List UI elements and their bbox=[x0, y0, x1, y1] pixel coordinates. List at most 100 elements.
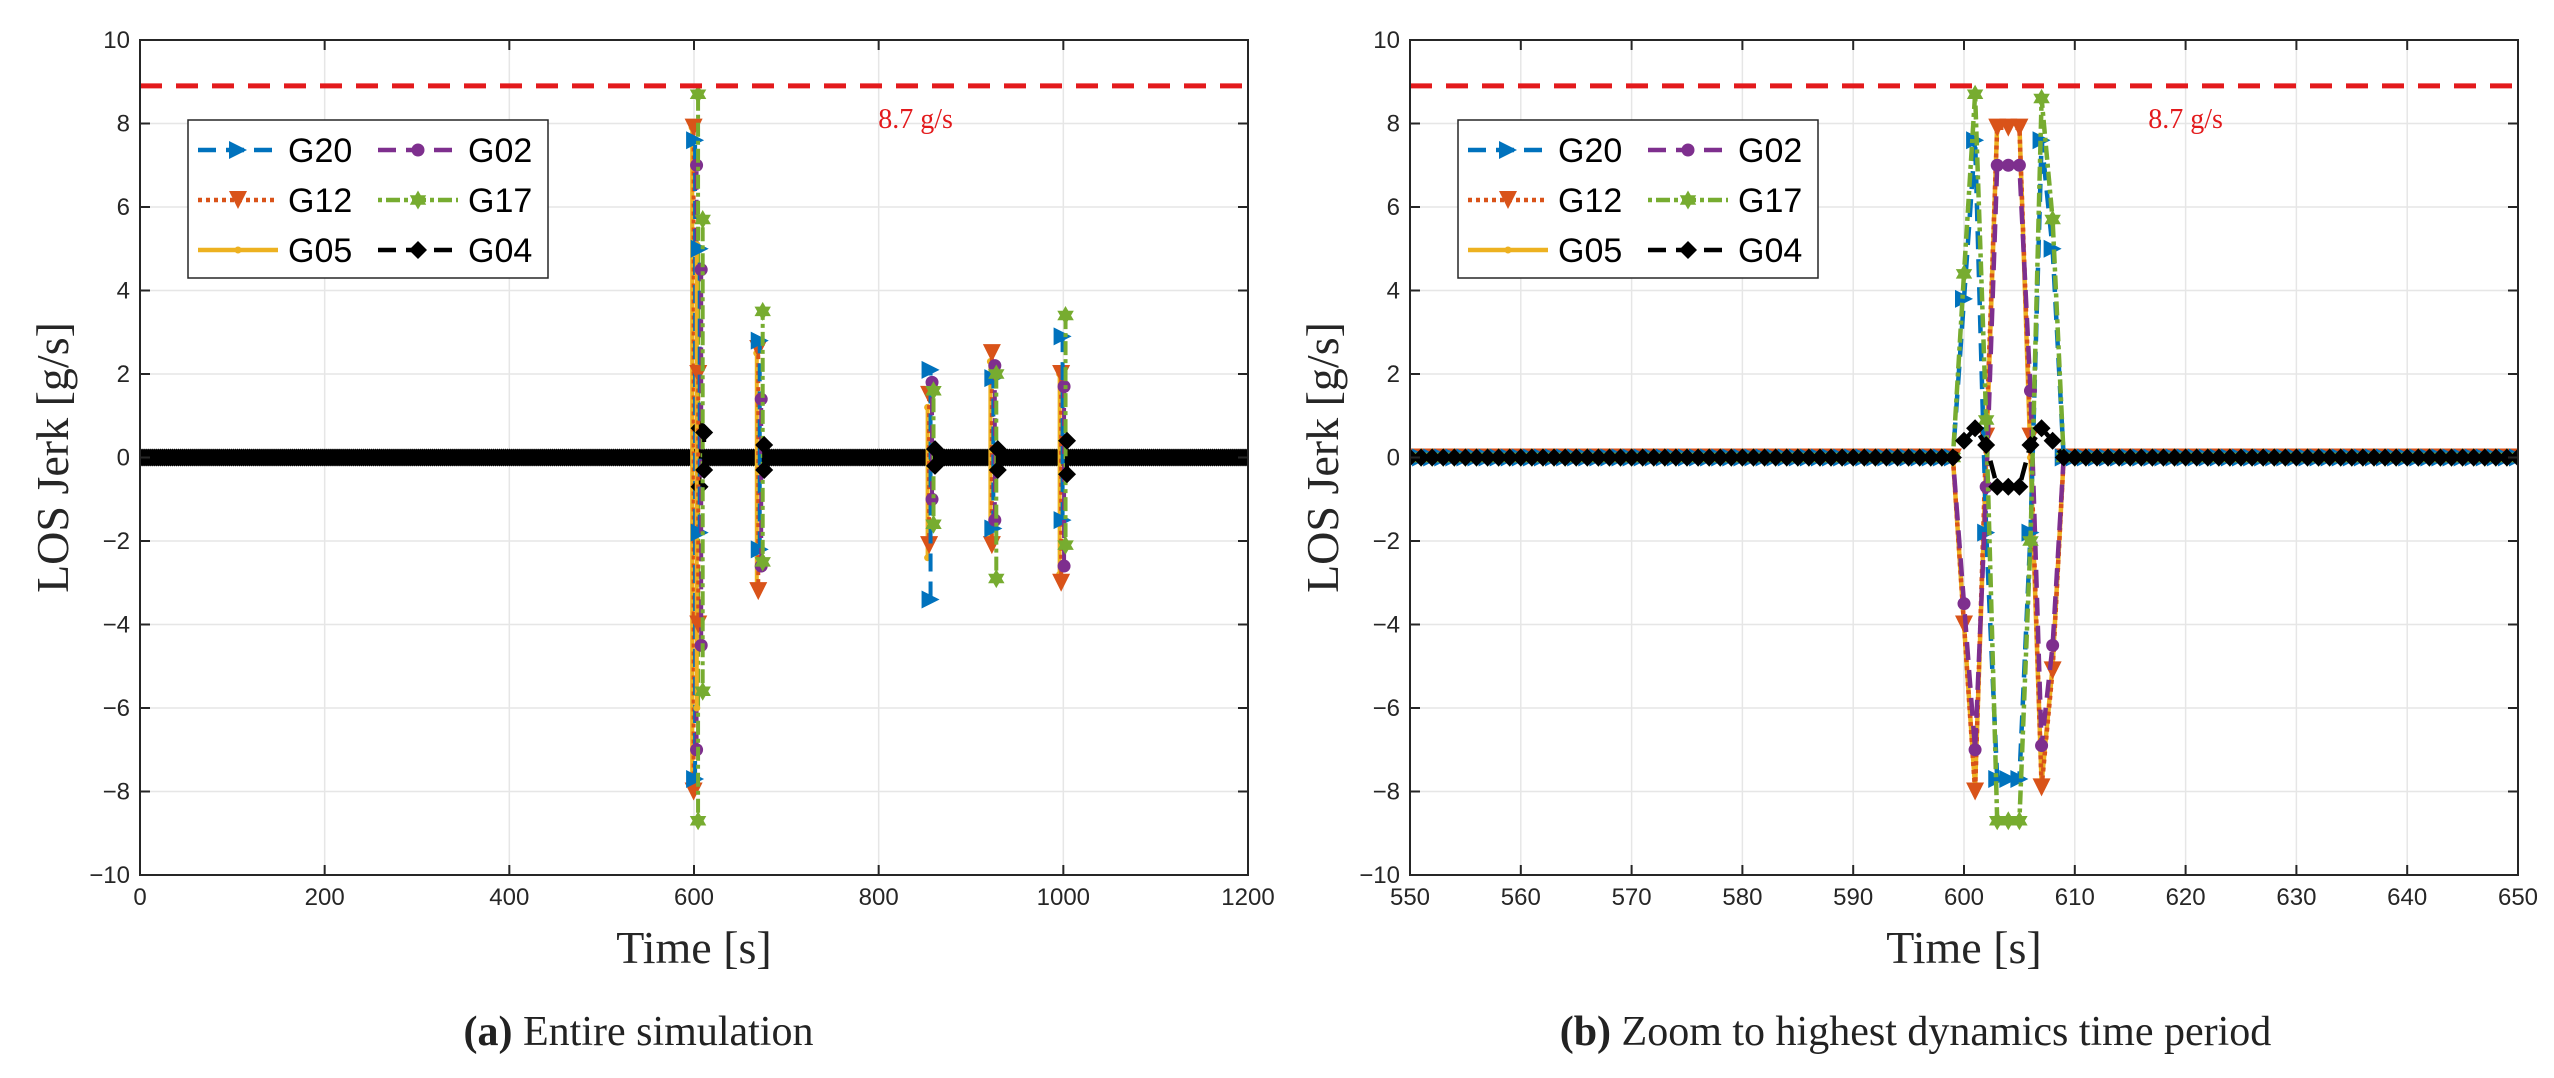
spike-2 bbox=[749, 301, 774, 601]
y-axis-label-a: LOS Jerk [g/s] bbox=[27, 322, 78, 593]
series-G04-point bbox=[1423, 448, 1442, 467]
y-tick-label: 4 bbox=[117, 278, 130, 305]
spike-4-G20-min bbox=[984, 519, 1003, 538]
series-G04-point bbox=[2176, 448, 2195, 467]
spike-3-G17-max bbox=[925, 381, 942, 401]
series-G04-point bbox=[1766, 448, 1785, 467]
x-tick-label: 610 bbox=[2055, 884, 2095, 911]
legend-marker-G05 bbox=[1504, 246, 1512, 254]
series-G20-point bbox=[2032, 131, 2051, 150]
series-G04-point bbox=[2309, 448, 2328, 467]
x-tick-label: 1200 bbox=[1221, 884, 1274, 911]
x-tick-label: 550 bbox=[1390, 884, 1430, 911]
x-tick-label: 800 bbox=[859, 884, 899, 911]
series-G04-point bbox=[2387, 448, 2406, 467]
series-G20-point bbox=[2010, 769, 2029, 788]
y-tick-label: −6 bbox=[103, 695, 130, 722]
legend-label-G17: G17 bbox=[468, 182, 532, 220]
legend-label-G02: G02 bbox=[1738, 132, 1802, 170]
series-G04-point bbox=[1456, 448, 1475, 467]
series-G04-point bbox=[2342, 448, 2361, 467]
spike-3-G12-min bbox=[920, 536, 939, 555]
x-tick-label: 400 bbox=[489, 884, 529, 911]
series-G04-point bbox=[1622, 448, 1641, 467]
series-G04-point bbox=[1733, 448, 1752, 467]
spike-5-G02-min bbox=[1057, 559, 1071, 573]
y-tick-label: 0 bbox=[1387, 445, 1400, 472]
series-G04-point bbox=[1966, 419, 1985, 438]
spike-1-G05-min bbox=[693, 704, 701, 712]
legend-label-G05: G05 bbox=[288, 232, 352, 270]
y-tick-label: 10 bbox=[1373, 27, 1400, 54]
legend-marker-G02 bbox=[411, 143, 425, 157]
series-G02-point bbox=[1990, 158, 2004, 172]
x-tick-label: 590 bbox=[1833, 884, 1873, 911]
series-G04-point bbox=[1943, 448, 1962, 467]
x-tick-label: 580 bbox=[1722, 884, 1762, 911]
spike-0-G17-max bbox=[689, 84, 707, 104]
series-G04-point bbox=[1700, 448, 1719, 467]
x-axis-label-a: Time [s] bbox=[616, 922, 772, 973]
series-G04-point bbox=[1556, 448, 1575, 467]
spike-4-G17-min bbox=[988, 569, 1005, 589]
series-G04-point bbox=[1988, 477, 2007, 496]
series-G04-point bbox=[2110, 448, 2129, 467]
legend-a: G20 G02 G12 G17 G05 G04 bbox=[187, 119, 549, 279]
spike-2-G17-min bbox=[754, 552, 771, 572]
series-G04-point bbox=[1810, 448, 1829, 467]
legend-entry-G17: G17 bbox=[1648, 182, 1802, 220]
spike-1-G04-min bbox=[695, 461, 714, 480]
series-G04-point bbox=[1921, 448, 1940, 467]
series-G04-point bbox=[1445, 448, 1464, 467]
series-G04-point bbox=[2054, 448, 2073, 467]
series-G04-point bbox=[1533, 448, 1552, 467]
series-G04-point bbox=[2121, 448, 2140, 467]
series-G02-point bbox=[2046, 638, 2060, 652]
series-G04-point bbox=[2453, 448, 2472, 467]
legend-label-G20: G20 bbox=[288, 132, 352, 170]
y-tick-label: −2 bbox=[103, 528, 130, 555]
series-G04-point bbox=[1855, 448, 1874, 467]
series-G02-point bbox=[2035, 739, 2049, 753]
series-G04-point bbox=[1955, 431, 1973, 450]
spike-5-G20-max bbox=[1053, 327, 1072, 346]
spike-1 bbox=[689, 210, 714, 712]
spike-0-G20-min bbox=[686, 769, 705, 788]
spike-3-G04-min bbox=[925, 456, 944, 475]
series-G17-point bbox=[2022, 531, 2039, 551]
legend-marker-G17 bbox=[409, 190, 427, 210]
series-G04-point bbox=[2087, 448, 2106, 467]
series-G04-point bbox=[2364, 448, 2383, 467]
x-tick-label: 650 bbox=[2498, 884, 2538, 911]
series-G04-point bbox=[1932, 448, 1951, 467]
series-G04-point bbox=[1500, 448, 1519, 467]
series-G04-point bbox=[2276, 448, 2295, 467]
series-G20-point bbox=[2043, 239, 2062, 258]
series-G04-point bbox=[1578, 448, 1597, 467]
x-tick-label: 640 bbox=[2387, 884, 2427, 911]
legend-entry-G02: G02 bbox=[378, 132, 532, 170]
spike-5 bbox=[1052, 306, 1077, 592]
series-G04-point bbox=[2187, 448, 2206, 467]
caption-a-text: Entire simulation bbox=[523, 1009, 814, 1055]
series-G17-point bbox=[1977, 410, 1995, 430]
x-tick-label: 570 bbox=[1612, 884, 1652, 911]
spike-1-G04-max bbox=[695, 423, 714, 442]
series-G04-point bbox=[2043, 431, 2062, 450]
series-G04-point bbox=[2099, 448, 2118, 467]
series-G04-point bbox=[2065, 448, 2084, 467]
panel-a: 8.7 g/s 0 200 400 600 800 1000 1200 −10 −8 −6 −4 −2 0… bbox=[27, 27, 1275, 1055]
spike-5-G04-min bbox=[1058, 465, 1077, 484]
spike-2-G20-max bbox=[750, 331, 769, 350]
series-G04-point bbox=[2320, 448, 2339, 467]
series-G04-point bbox=[2398, 448, 2417, 467]
series-G17-point bbox=[1989, 811, 2006, 831]
series-G20-point bbox=[1999, 769, 2018, 788]
legend-label-G20: G20 bbox=[1558, 132, 1622, 170]
spike-0-G17-min bbox=[689, 811, 707, 831]
y-tick-label: 10 bbox=[103, 27, 130, 54]
series-G04-point bbox=[2287, 448, 2306, 467]
threshold-label-b: 8.7 g/s bbox=[2148, 104, 2223, 135]
legend-entry-G12: G12 bbox=[1468, 182, 1622, 220]
y-tick-label: −10 bbox=[89, 862, 130, 889]
